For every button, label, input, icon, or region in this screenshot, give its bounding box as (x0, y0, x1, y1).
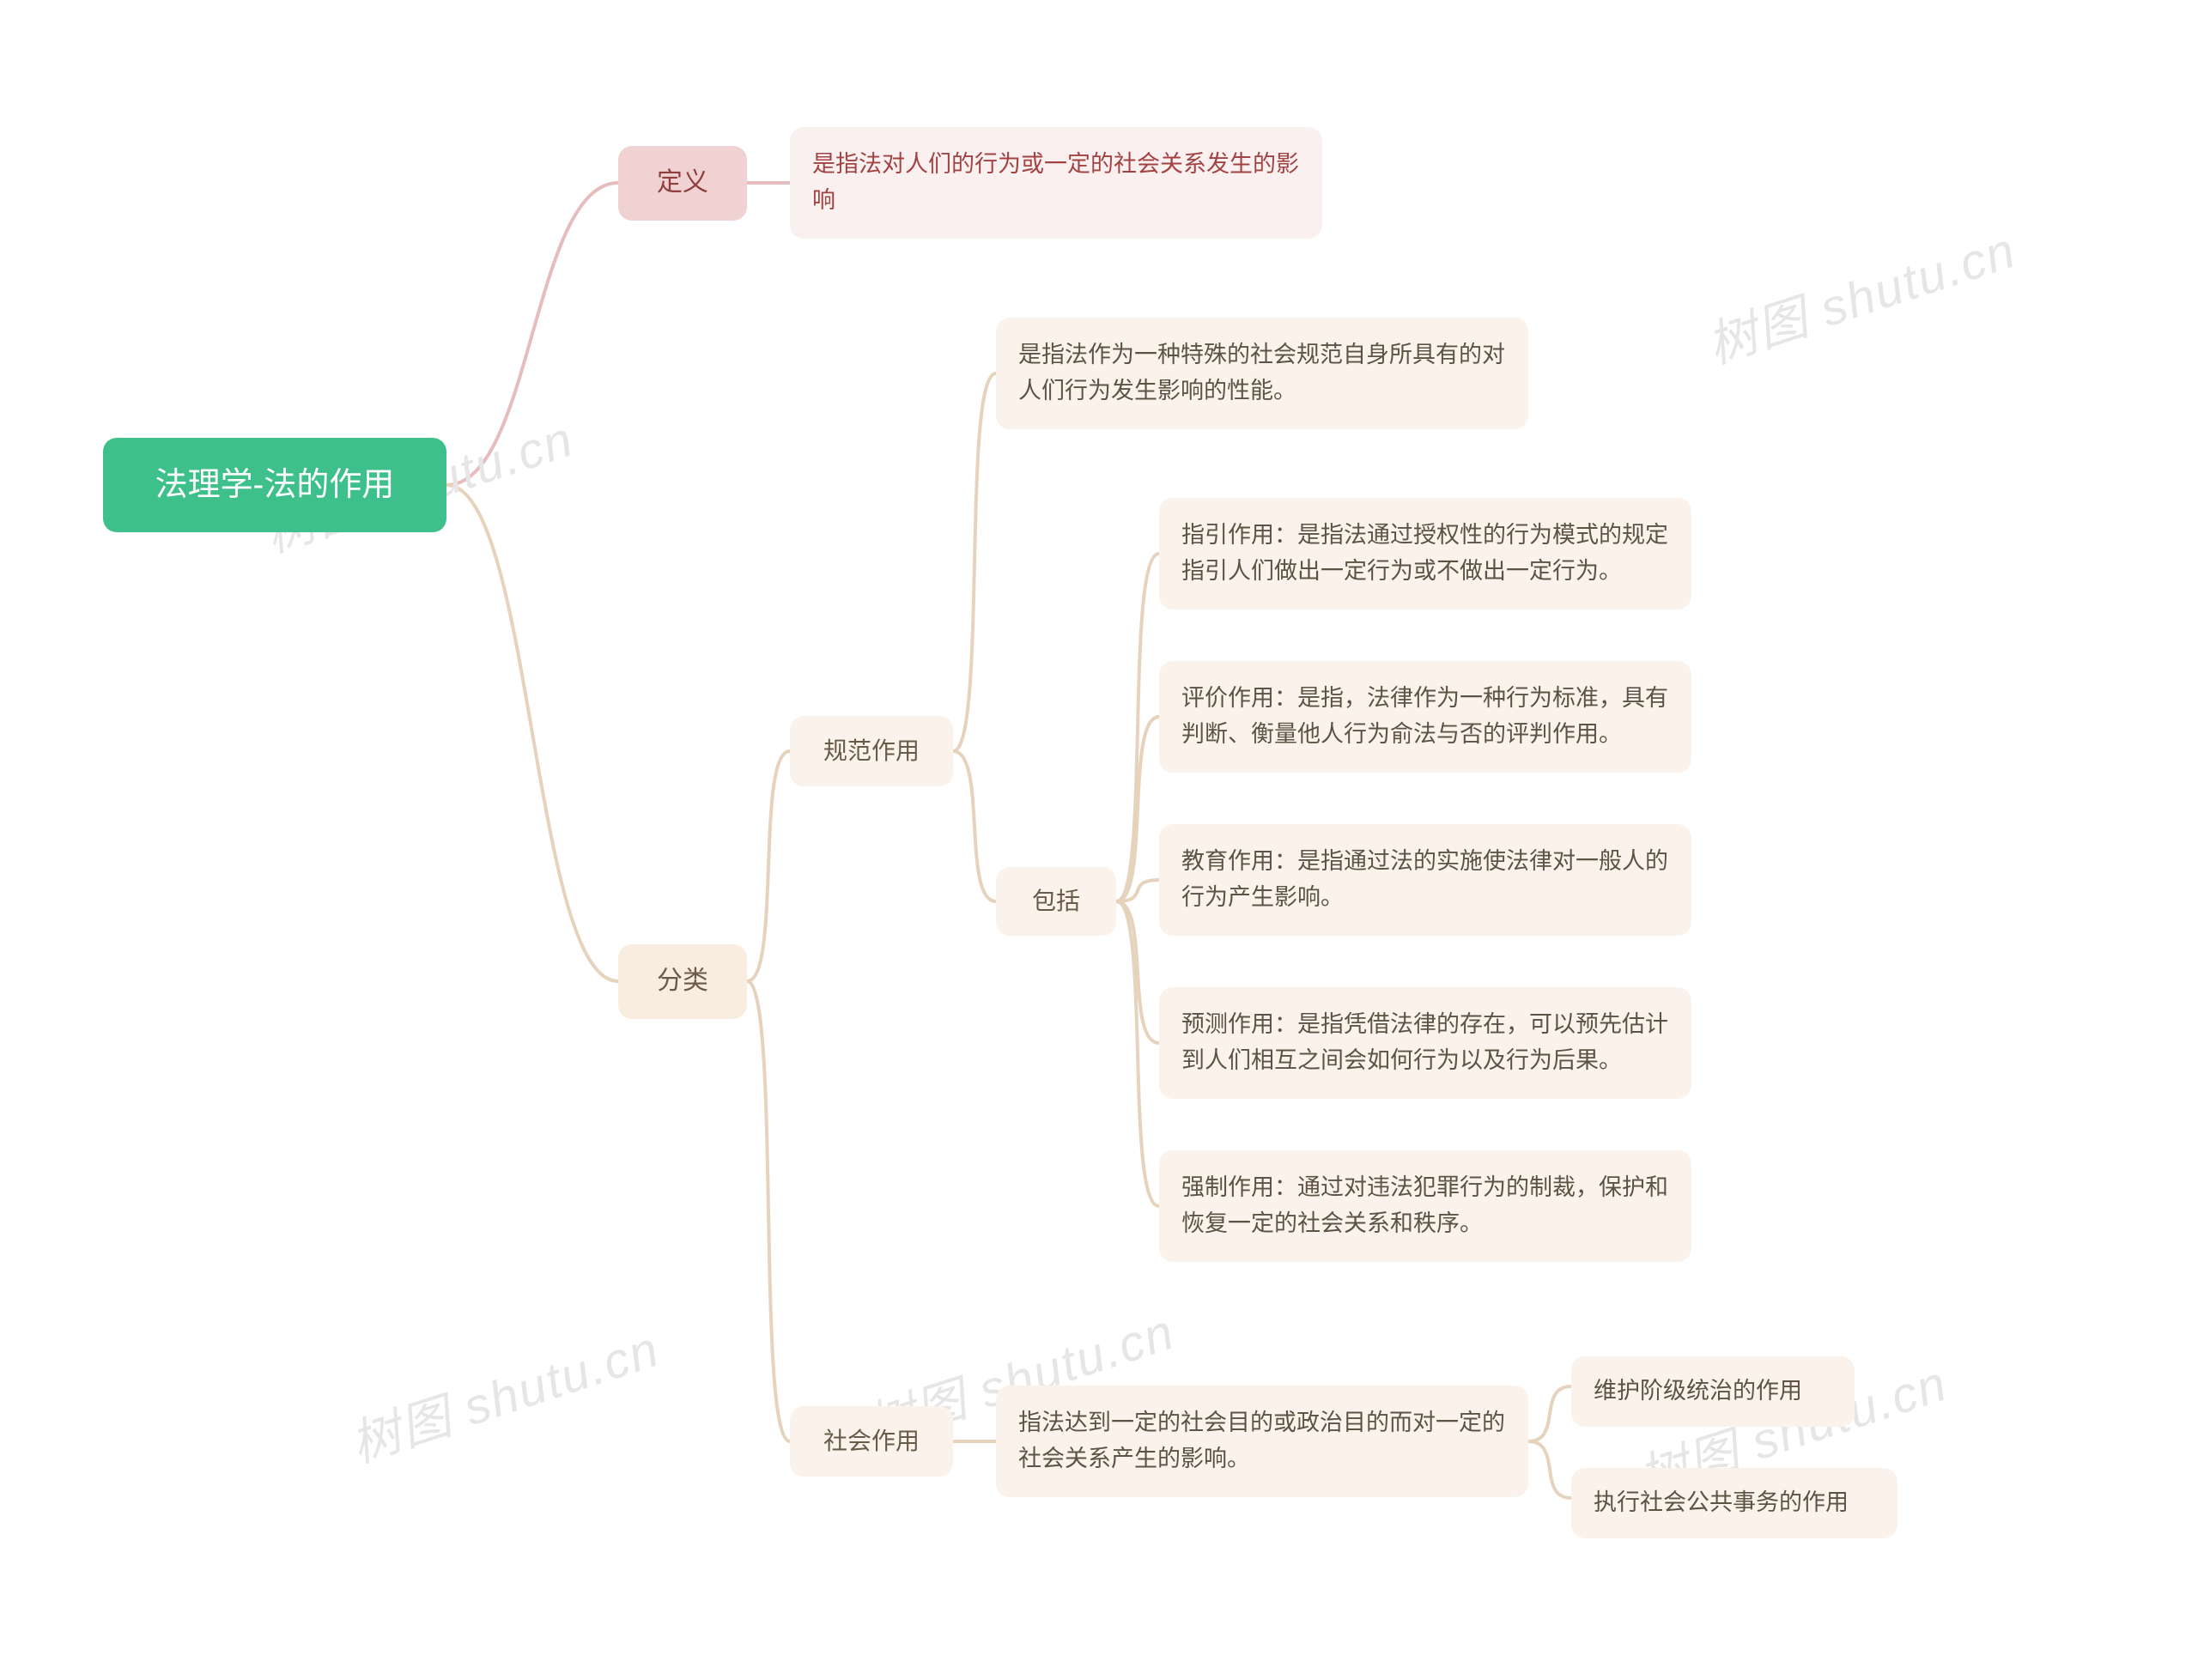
connector (446, 183, 618, 485)
connector (1116, 717, 1159, 901)
node-social-sub2[interactable]: 执行社会公共事务的作用 (1571, 1468, 1897, 1538)
connector (953, 373, 996, 751)
connector (446, 485, 618, 981)
node-label: 教育作用：是指通过法的实施使法律对一般人的行为产生影响。 (1181, 844, 1669, 916)
node-definition-desc[interactable]: 是指法对人们的行为或一定的社会关系发生的影响 (790, 127, 1322, 239)
node-label: 是指法作为一种特殊的社会规范自身所具有的对人们行为发生影响的性能。 (1018, 337, 1506, 409)
node-label: 规范作用 (823, 732, 920, 769)
node-definition[interactable]: 定义 (618, 146, 747, 221)
node-label: 强制作用：通过对违法犯罪行为的制裁，保护和恢复一定的社会关系和秩序。 (1181, 1170, 1669, 1242)
node-label: 评价作用：是指，法律作为一种行为标准，具有判断、衡量他人行为俞法与否的评判作用。 (1181, 681, 1669, 753)
node-label: 分类 (657, 961, 708, 1002)
node-social-sub1[interactable]: 维护阶级统治的作用 (1571, 1356, 1855, 1427)
node-social[interactable]: 社会作用 (790, 1406, 953, 1477)
node-include[interactable]: 包括 (996, 867, 1116, 936)
node-normative-desc[interactable]: 是指法作为一种特殊的社会规范自身所具有的对人们行为发生影响的性能。 (996, 318, 1528, 429)
node-category[interactable]: 分类 (618, 944, 747, 1019)
node-label: 指法达到一定的社会目的或政治目的而对一定的社会关系产生的影响。 (1018, 1405, 1506, 1477)
root-node[interactable]: 法理学-法的作用 (103, 438, 446, 532)
watermark: 树图 shutu.cn (1697, 209, 2024, 377)
connector (1116, 554, 1159, 901)
root-label: 法理学-法的作用 (155, 460, 395, 511)
connector (1528, 1441, 1571, 1498)
connector (1528, 1386, 1571, 1441)
connector (747, 981, 790, 1441)
node-include-3[interactable]: 教育作用：是指通过法的实施使法律对一般人的行为产生影响。 (1159, 824, 1691, 936)
node-include-4[interactable]: 预测作用：是指凭借法律的存在，可以预先估计到人们相互之间会如何行为以及行为后果。 (1159, 987, 1691, 1099)
node-include-5[interactable]: 强制作用：通过对违法犯罪行为的制裁，保护和恢复一定的社会关系和秩序。 (1159, 1150, 1691, 1262)
node-label: 社会作用 (823, 1422, 920, 1459)
node-label: 定义 (657, 163, 708, 203)
node-label: 维护阶级统治的作用 (1594, 1374, 1802, 1410)
node-label: 预测作用：是指凭借法律的存在，可以预先估计到人们相互之间会如何行为以及行为后果。 (1181, 1007, 1669, 1079)
node-include-2[interactable]: 评价作用：是指，法律作为一种行为标准，具有判断、衡量他人行为俞法与否的评判作用。 (1159, 661, 1691, 773)
connector (1116, 901, 1159, 1043)
connector (1116, 880, 1159, 901)
node-label: 执行社会公共事务的作用 (1594, 1485, 1849, 1521)
node-label: 指引作用：是指法通过授权性的行为模式的规定指引人们做出一定行为或不做出一定行为。 (1181, 518, 1669, 590)
node-label: 是指法对人们的行为或一定的社会关系发生的影响 (812, 147, 1300, 219)
connector (747, 751, 790, 981)
watermark: 树图 shutu.cn (340, 1308, 667, 1476)
node-normative[interactable]: 规范作用 (790, 716, 953, 786)
node-label: 包括 (1032, 882, 1080, 919)
node-include-1[interactable]: 指引作用：是指法通过授权性的行为模式的规定指引人们做出一定行为或不做出一定行为。 (1159, 498, 1691, 610)
connector (953, 751, 996, 901)
connector (1116, 901, 1159, 1206)
node-social-desc[interactable]: 指法达到一定的社会目的或政治目的而对一定的社会关系产生的影响。 (996, 1386, 1528, 1497)
